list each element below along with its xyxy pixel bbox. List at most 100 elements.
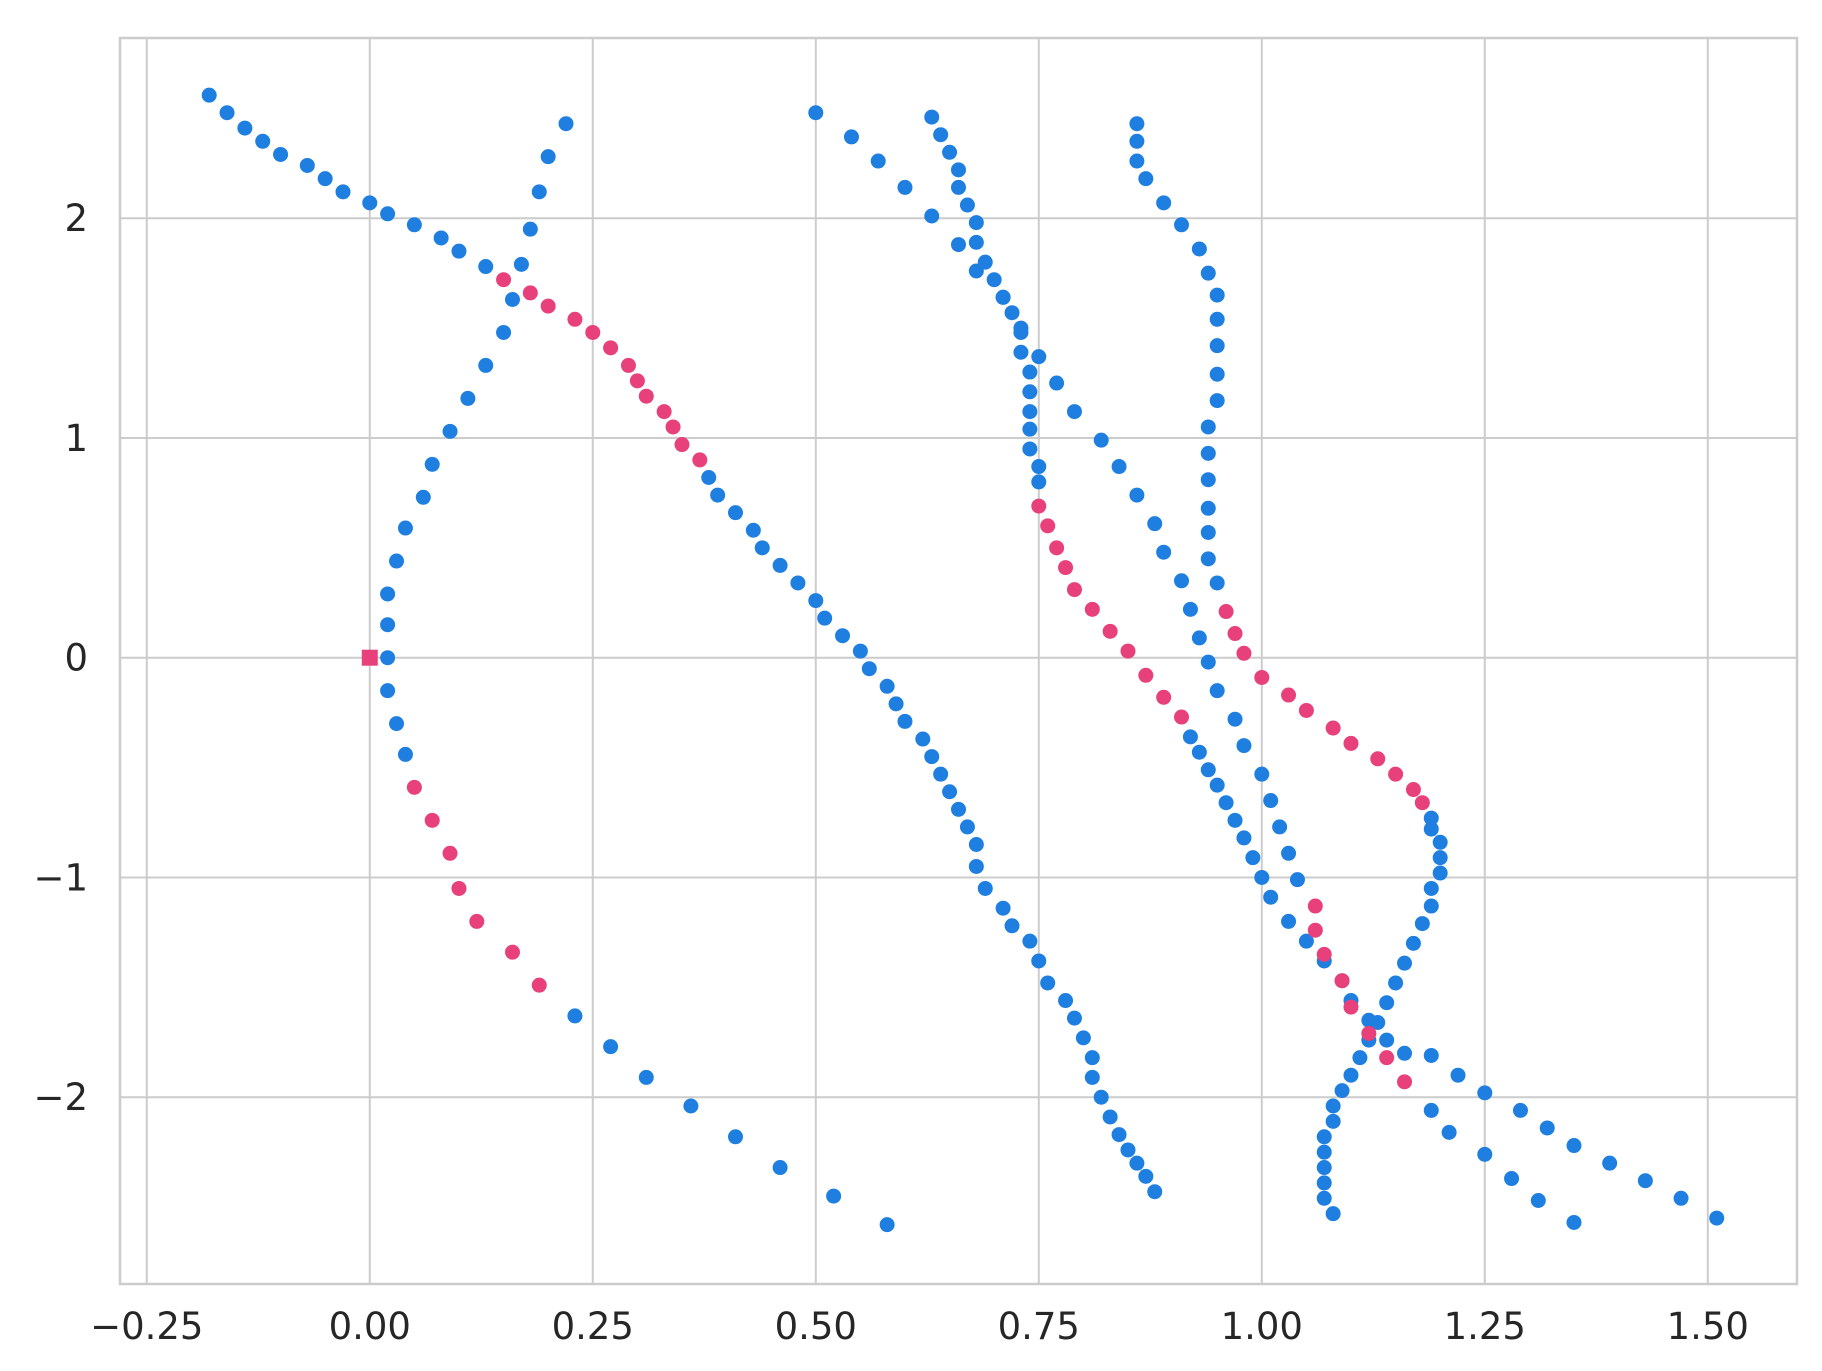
data-point <box>977 880 993 896</box>
data-point <box>1343 999 1359 1015</box>
data-point <box>897 713 913 729</box>
x-tick-label: 1.25 <box>1444 1305 1526 1348</box>
origin-marker <box>361 649 378 666</box>
data-point <box>1414 916 1430 932</box>
data-point <box>1138 171 1154 187</box>
data-point <box>1566 1138 1582 1154</box>
data-point <box>727 505 743 521</box>
data-point <box>513 256 529 272</box>
y-tick-labels: −2 −1 0 1 2 <box>33 197 88 1119</box>
x-tick-label: −0.25 <box>90 1305 203 1348</box>
data-point <box>1423 880 1439 896</box>
data-point <box>531 977 547 993</box>
data-point <box>1343 1067 1359 1083</box>
data-point <box>1298 933 1314 949</box>
data-point <box>710 487 726 503</box>
data-point <box>1236 738 1252 754</box>
data-point <box>1397 1074 1413 1090</box>
data-point <box>826 1188 842 1204</box>
data-point <box>1334 973 1350 989</box>
data-point <box>1129 487 1145 503</box>
data-point <box>1066 404 1082 420</box>
data-point <box>745 522 761 538</box>
data-point <box>1191 630 1207 646</box>
plot-frame <box>118 36 1799 1286</box>
y-tick-label: −1 <box>33 856 88 899</box>
data-point <box>924 749 940 765</box>
data-point <box>1138 1168 1154 1184</box>
data-point <box>1022 404 1038 420</box>
data-point <box>1004 305 1020 321</box>
data-point <box>540 298 556 314</box>
data-point <box>888 696 904 712</box>
data-point <box>1477 1146 1493 1162</box>
y-tick-label: 0 <box>64 637 88 680</box>
data-point <box>522 221 538 237</box>
data-point <box>558 116 574 132</box>
data-point <box>1316 1144 1332 1160</box>
data-point <box>1673 1190 1689 1206</box>
data-point <box>1227 711 1243 727</box>
data-point <box>1281 845 1297 861</box>
data-point <box>335 184 351 200</box>
data-point <box>727 1129 743 1145</box>
data-point <box>380 650 396 666</box>
data-point <box>1013 344 1029 360</box>
data-point <box>1405 782 1421 798</box>
data-point <box>1102 623 1118 639</box>
data-point <box>977 254 993 270</box>
data-point <box>603 340 619 356</box>
data-point <box>389 716 405 732</box>
data-point <box>1200 265 1216 281</box>
data-point <box>1379 1032 1395 1048</box>
data-point <box>915 731 931 747</box>
data-point <box>1200 445 1216 461</box>
data-point <box>1379 1050 1395 1066</box>
data-point <box>415 489 431 505</box>
data-point <box>808 593 824 609</box>
data-point <box>1432 850 1448 866</box>
data-point <box>1316 1175 1332 1191</box>
data-point <box>1004 918 1020 934</box>
data-point <box>1405 935 1421 951</box>
data-point <box>843 129 859 145</box>
data-point <box>442 845 458 861</box>
data-point <box>1200 524 1216 540</box>
data-point <box>1307 922 1323 938</box>
data-point <box>496 272 512 288</box>
data-point <box>1298 702 1314 718</box>
data-point <box>933 127 949 143</box>
x-tick-label: 1.50 <box>1667 1305 1749 1348</box>
data-point <box>1423 821 1439 837</box>
data-point <box>1129 1155 1145 1171</box>
data-point <box>1325 1098 1341 1114</box>
data-point <box>1200 762 1216 778</box>
data-point <box>1477 1085 1493 1101</box>
data-point <box>1539 1120 1555 1136</box>
data-point <box>255 133 271 149</box>
data-point <box>1316 1160 1332 1176</box>
data-point <box>1397 1045 1413 1061</box>
x-gridlines <box>145 38 1709 1284</box>
series-1 <box>406 272 1430 1090</box>
data-point <box>835 628 851 644</box>
data-point <box>808 105 824 121</box>
data-point <box>1218 604 1234 620</box>
data-point <box>1370 751 1386 767</box>
data-point <box>1602 1155 1618 1171</box>
data-point <box>1156 689 1172 705</box>
data-point <box>968 858 984 874</box>
data-point <box>1129 133 1145 149</box>
data-point <box>1200 419 1216 435</box>
data-point <box>1316 1129 1332 1145</box>
x-tick-label: 0.75 <box>998 1305 1080 1348</box>
data-point <box>1022 441 1038 457</box>
data-point <box>879 1217 895 1233</box>
data-point <box>1129 116 1145 132</box>
data-point <box>380 206 396 222</box>
data-point <box>1156 544 1172 560</box>
data-point <box>959 819 975 835</box>
series-0 <box>201 87 1725 1233</box>
data-point <box>1182 601 1198 617</box>
